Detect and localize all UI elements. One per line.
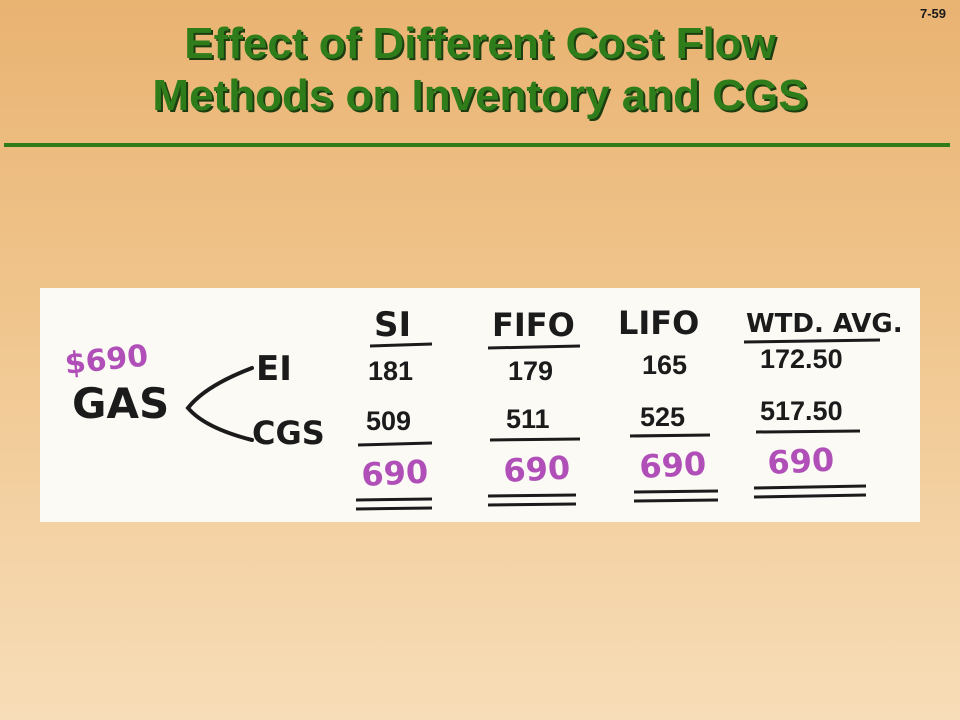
sum-line [357, 441, 433, 447]
lifo-cost-of-goods-sold: 525 [640, 402, 685, 432]
double-underline-top [487, 493, 577, 498]
header-underline [487, 344, 581, 350]
slide-number: 7-59 [919, 6, 946, 21]
si-cost-of-goods-sold: 509 [366, 406, 411, 436]
si-total: 690 [360, 453, 429, 494]
wtd-avg-ending-inventory: 172.50 [760, 344, 843, 374]
si-ending-inventory: 181 [368, 356, 413, 386]
header-underline [743, 338, 881, 344]
method-header-lifo: LIFO [618, 304, 699, 342]
fifo-ending-inventory: 179 [508, 356, 553, 386]
goods-available-label: GAS [72, 379, 169, 428]
goods-available-amount: $690 [63, 338, 150, 382]
fifo-total: 690 [502, 449, 571, 490]
double-underline-top [355, 497, 433, 502]
sum-line [755, 429, 861, 434]
title-line-2: Methods on Inventory and CGS [152, 71, 808, 120]
lifo-ending-inventory: 165 [642, 350, 687, 380]
sum-line [629, 433, 711, 438]
split-bracket [185, 366, 254, 442]
title-divider [4, 143, 950, 147]
wtd-avg-total: 690 [766, 441, 835, 482]
cost-flow-illustration: $690 GAS EI CGS SI 181 509 690 FIFO 179 … [40, 288, 920, 522]
lifo-total: 690 [638, 445, 707, 486]
double-underline-top [633, 489, 719, 494]
header-underline [369, 342, 433, 348]
title-line-1: Effect of Different Cost Flow [184, 19, 776, 68]
method-header-weighted-average: WTD. AVG. [746, 309, 903, 339]
slide-title: Effect of Different Cost Flow Methods on… [0, 18, 960, 122]
double-underline-bottom [487, 502, 577, 507]
sum-line [489, 437, 581, 442]
double-underline-top [753, 484, 867, 490]
double-underline-bottom [355, 506, 433, 511]
double-underline-bottom [633, 498, 719, 503]
wtd-avg-cost-of-goods-sold: 517.50 [760, 396, 843, 426]
fifo-cost-of-goods-sold: 511 [506, 404, 550, 434]
ending-inventory-label: EI [256, 349, 292, 389]
method-header-si: SI [374, 305, 411, 345]
double-underline-bottom [753, 493, 867, 499]
cost-of-goods-sold-label: CGS [252, 414, 325, 452]
method-header-fifo: FIFO [492, 306, 575, 344]
